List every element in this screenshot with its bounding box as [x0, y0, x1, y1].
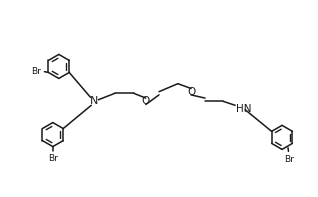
Text: Br: Br: [284, 155, 294, 164]
Text: O: O: [142, 96, 150, 106]
Text: Br: Br: [48, 154, 58, 163]
Text: N: N: [89, 96, 98, 106]
Text: O: O: [187, 87, 195, 97]
Text: Br: Br: [31, 67, 41, 76]
Text: HN: HN: [236, 103, 252, 113]
